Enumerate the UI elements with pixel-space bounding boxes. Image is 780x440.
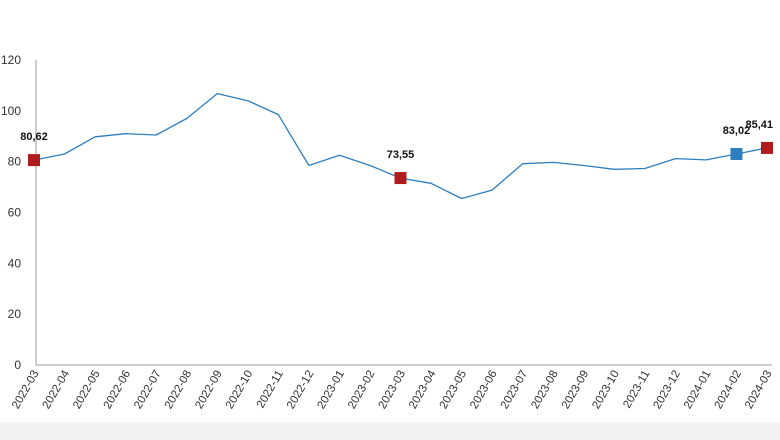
- x-tick-label: 2022-03: [10, 369, 42, 412]
- x-tick-label: 2023-02: [346, 369, 378, 412]
- y-tick-label: 20: [8, 307, 22, 321]
- data-marker: [761, 141, 773, 154]
- x-tick-label: 2023-10: [590, 369, 622, 412]
- data-label: 73,55: [387, 149, 415, 161]
- y-tick-label: 0: [14, 358, 21, 372]
- x-tick-label: 2023-07: [499, 369, 531, 412]
- data-marker: [28, 154, 40, 167]
- data-marker: [730, 147, 743, 160]
- x-tick-label: 2023-01: [316, 369, 348, 412]
- y-tick-label: 100: [1, 104, 21, 118]
- x-tick-label: 2023-03: [377, 369, 409, 412]
- y-tick-labels: 0 20 40 60 80 100 120: [1, 53, 21, 372]
- y-tick-label: 80: [8, 155, 22, 169]
- x-tick-label: 2022-04: [41, 368, 73, 411]
- x-tick-label: 2023-09: [560, 369, 592, 412]
- x-tick-label: 2022-05: [71, 369, 103, 412]
- x-tick-label: 2024-03: [743, 369, 775, 412]
- data-marker: [394, 172, 407, 185]
- x-tick-labels: 2022-03 2022-04 2022-05 2022-06 2022-07 2022-…: [10, 368, 775, 411]
- x-tick-label: 2023-05: [438, 369, 470, 412]
- x-tick-label: 2022-06: [102, 369, 134, 412]
- y-tick-label: 120: [1, 53, 21, 67]
- x-tick-label: 2023-06: [468, 369, 500, 412]
- y-tick-label: 60: [8, 206, 22, 220]
- axes: [35, 60, 772, 366]
- x-tick-label: 2024-02: [713, 369, 745, 412]
- x-tick-label: 2022-07: [132, 369, 164, 412]
- x-tick-label: 2022-10: [224, 369, 256, 412]
- x-tick-label: 2022-12: [285, 369, 317, 412]
- x-tick-label: 2022-11: [255, 369, 286, 411]
- y-tick-label: 40: [8, 256, 22, 270]
- x-tick-label: 2023-11: [621, 369, 652, 411]
- x-tick-label: 2024-01: [682, 369, 714, 412]
- data-label: 85,41: [745, 119, 773, 131]
- data-label: 83,02: [723, 125, 751, 137]
- x-tick-label: 2023-12: [651, 369, 683, 412]
- x-tick-label: 2023-08: [529, 369, 561, 412]
- x-tick-label: 2023-04: [407, 368, 439, 411]
- x-tick-label: 2022-08: [163, 369, 195, 412]
- data-label: 80,62: [20, 131, 48, 143]
- bottom-band: [0, 422, 780, 440]
- x-tick-label: 2022-09: [193, 369, 225, 412]
